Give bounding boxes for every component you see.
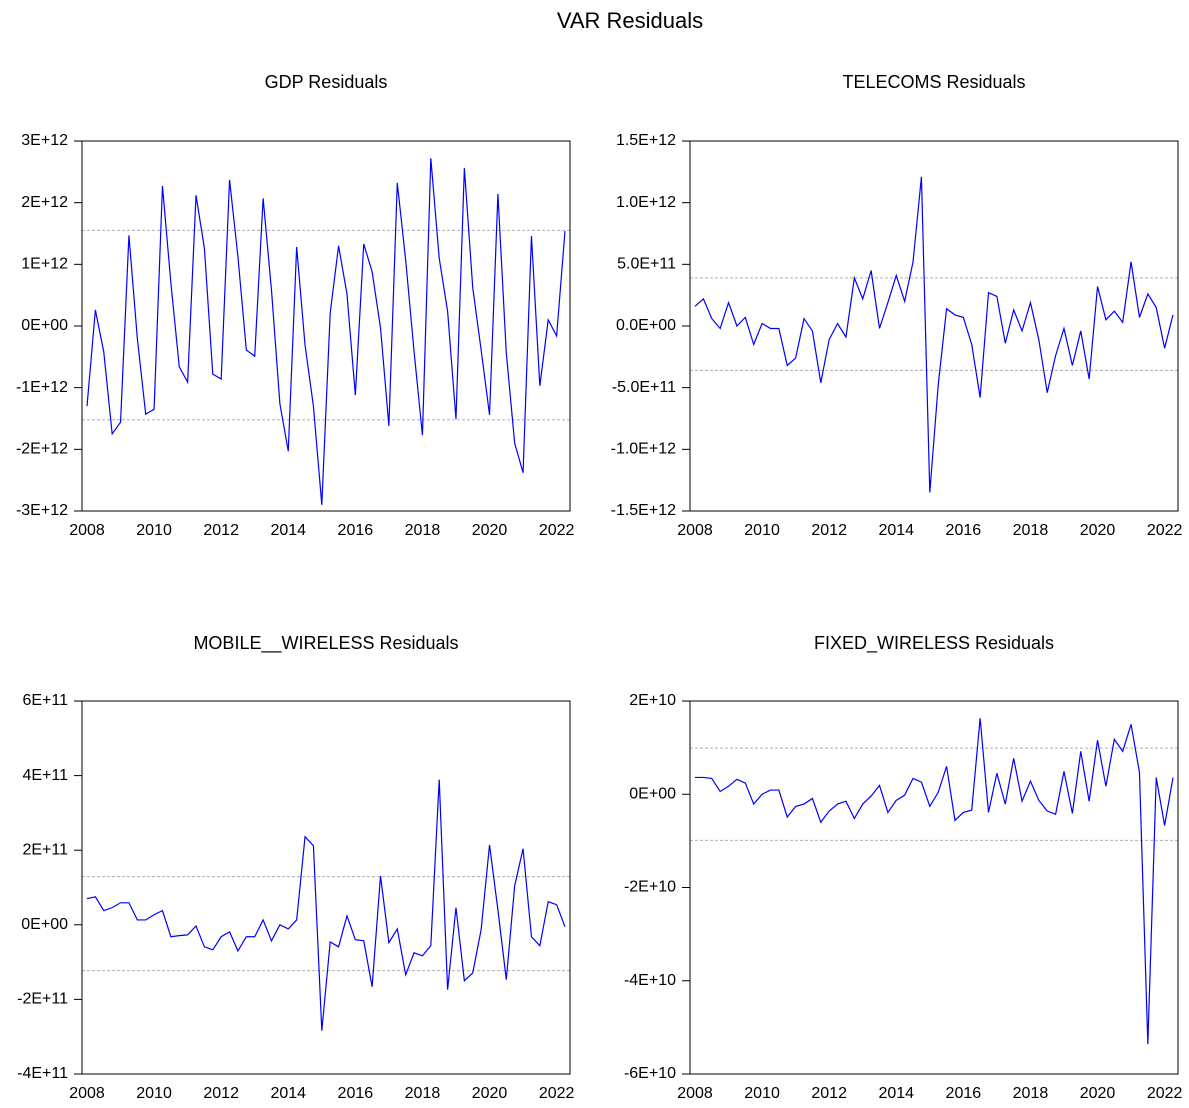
y-tick-label: -1.5E+12 (611, 502, 676, 519)
x-tick-label: 2012 (811, 522, 847, 539)
x-tick-label: 2010 (744, 1085, 780, 1102)
y-tick-label: 0.0E+00 (616, 317, 676, 334)
x-tick-label: 2014 (270, 1085, 306, 1102)
y-tick-label: -1E+12 (16, 379, 68, 396)
y-tick-label: 6E+11 (22, 692, 68, 709)
x-tick-label: 2012 (811, 1085, 847, 1102)
x-tick-label: 2018 (405, 522, 441, 539)
plot-frame (689, 140, 1179, 512)
x-tick-label: 2016 (946, 1085, 982, 1102)
y-tick-label: 1.5E+12 (616, 132, 676, 149)
x-tick-label: 2008 (677, 1085, 713, 1102)
plot-frame (81, 140, 571, 512)
main-title: VAR Residuals (557, 8, 703, 33)
x-tick-label: 2012 (203, 522, 239, 539)
panel-title: MOBILE__WIRELESS Residuals (193, 633, 458, 654)
y-tick-label: -2E+10 (624, 879, 676, 896)
residual-line (86, 158, 566, 505)
panel-title: GDP Residuals (265, 72, 388, 92)
y-tick-label: -4E+10 (624, 972, 676, 989)
x-tick-label: 2020 (1080, 1085, 1116, 1102)
y-tick-label: 1.0E+12 (616, 194, 676, 211)
x-tick-label: 2022 (539, 1085, 575, 1102)
x-tick-label: 2018 (1013, 1085, 1049, 1102)
x-tick-label: 2022 (1147, 522, 1183, 539)
x-tick-label: 2012 (203, 1085, 239, 1102)
y-tick-label: -6E+10 (624, 1065, 676, 1082)
x-tick-label: 2018 (1013, 522, 1049, 539)
x-tick-label: 2008 (69, 1085, 105, 1102)
x-tick-label: 2010 (744, 522, 780, 539)
x-tick-label: 2008 (677, 522, 713, 539)
y-tick-label: 1E+12 (21, 256, 68, 273)
y-tick-label: 0E+00 (629, 785, 676, 802)
x-tick-label: 2014 (878, 1085, 914, 1102)
x-tick-label: 2016 (338, 1085, 374, 1102)
x-tick-label: 2008 (69, 522, 105, 539)
y-tick-label: -4E+11 (17, 1065, 68, 1082)
x-tick-label: 2020 (472, 1085, 508, 1102)
panel-title: TELECOMS Residuals (842, 72, 1025, 92)
x-tick-label: 2022 (539, 522, 575, 539)
x-tick-label: 2016 (946, 522, 982, 539)
panel-title: FIXED_WIRELESS Residuals (814, 633, 1054, 654)
y-tick-label: 2E+11 (22, 841, 68, 858)
residual-line (694, 176, 1174, 493)
x-tick-label: 2014 (270, 522, 306, 539)
y-tick-label: 0E+00 (21, 916, 68, 933)
x-tick-label: 2010 (136, 522, 172, 539)
y-tick-label: -2E+11 (17, 991, 68, 1008)
x-tick-label: 2016 (338, 522, 374, 539)
y-tick-label: -2E+12 (16, 441, 68, 458)
y-tick-label: -1.0E+12 (611, 441, 676, 458)
x-tick-label: 2010 (136, 1085, 172, 1102)
residual-line (695, 718, 1174, 1045)
y-tick-label: 4E+11 (22, 767, 68, 784)
plot-frame (81, 700, 571, 1075)
y-tick-label: 2E+10 (629, 692, 676, 709)
residual-line (86, 779, 566, 1031)
y-tick-label: -5.0E+11 (612, 379, 676, 396)
plot-frame (689, 700, 1179, 1075)
x-tick-label: 2020 (1080, 522, 1116, 539)
y-tick-label: 5.0E+11 (617, 256, 676, 273)
x-tick-label: 2014 (878, 522, 914, 539)
x-tick-label: 2022 (1147, 1085, 1183, 1102)
y-tick-label: 0E+00 (21, 317, 68, 334)
x-tick-label: 2018 (405, 1085, 441, 1102)
y-tick-label: -3E+12 (16, 502, 68, 519)
y-tick-label: 3E+12 (21, 132, 68, 149)
y-tick-label: 2E+12 (21, 194, 68, 211)
x-tick-label: 2020 (472, 522, 508, 539)
